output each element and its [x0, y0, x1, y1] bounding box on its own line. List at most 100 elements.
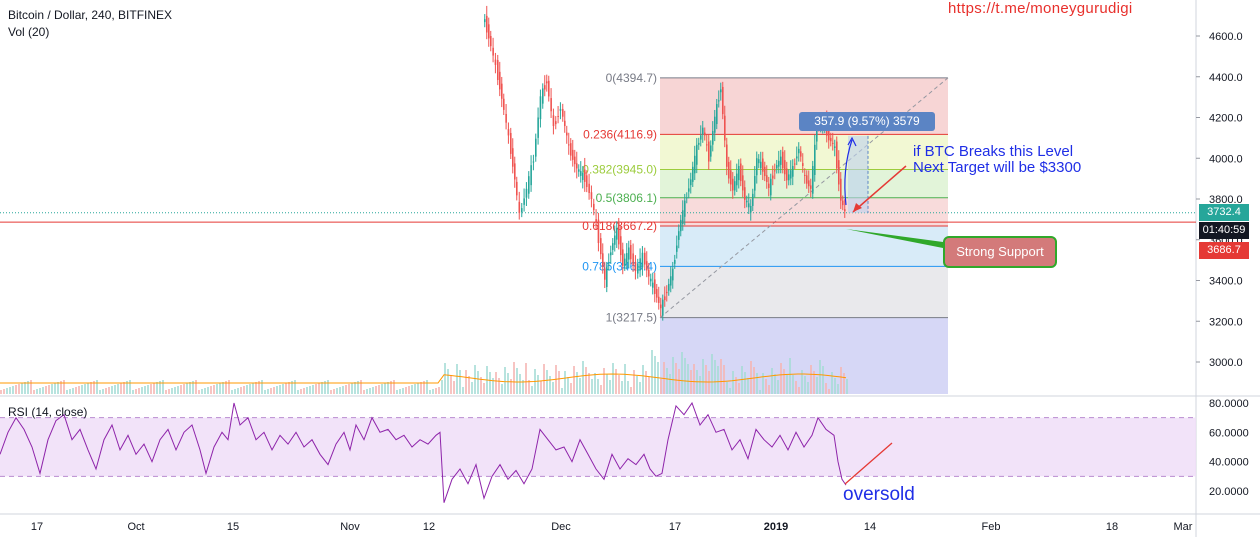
candle-body — [588, 183, 590, 194]
candle-body — [606, 267, 608, 288]
volume-label: Vol (20) — [8, 25, 50, 39]
volume-bar — [291, 381, 293, 394]
volume-bar — [264, 390, 266, 394]
candle-body — [494, 59, 497, 65]
volume-bar — [621, 381, 623, 394]
volume-bar — [348, 384, 350, 394]
candle-body — [730, 170, 732, 185]
volume-bar — [417, 383, 419, 394]
candle-body — [712, 131, 714, 145]
candle-body — [720, 89, 722, 93]
volume-bar — [171, 388, 173, 394]
fib-level-label: 0.382(3945.0) — [582, 162, 657, 176]
volume-bar — [309, 386, 311, 394]
support-pointer — [846, 229, 943, 248]
volume-bar — [825, 383, 827, 394]
volume-bar — [615, 369, 617, 394]
volume-bar — [18, 384, 20, 394]
volume-bar — [21, 383, 23, 394]
volume-bar — [15, 385, 17, 394]
candle-body — [700, 135, 702, 140]
candle-body — [792, 165, 794, 177]
volume-bar — [459, 370, 461, 394]
volume-bar — [300, 389, 302, 394]
volume-bar — [819, 360, 821, 394]
volume-bar — [786, 375, 788, 394]
candle-body — [708, 141, 710, 162]
candle-body — [662, 299, 664, 316]
candle-body — [486, 15, 488, 33]
volume-ma-line — [0, 373, 847, 384]
volume-bar — [795, 381, 797, 394]
volume-bar — [663, 362, 665, 394]
candle-body — [816, 130, 818, 142]
volume-bar — [330, 390, 332, 394]
oversold-text: oversold — [843, 484, 915, 505]
rsi-tick-label: 20.0000 — [1209, 486, 1249, 498]
volume-bar — [723, 365, 725, 394]
volume-bar — [240, 387, 242, 394]
volume-bar — [99, 390, 101, 394]
volume-bar — [552, 382, 554, 394]
volume-bar — [114, 385, 116, 394]
volume-bar — [33, 390, 35, 394]
volume-bar — [150, 384, 152, 394]
candle-body — [539, 96, 542, 120]
candle-body — [514, 163, 516, 180]
candle-body — [762, 158, 764, 172]
volume-bar — [144, 386, 146, 394]
candle-body — [530, 165, 532, 186]
candle-body — [557, 116, 559, 118]
volume-bar — [789, 358, 791, 394]
candle-body — [618, 223, 620, 245]
volume-bar — [336, 388, 338, 394]
candle-body — [490, 36, 492, 47]
time-tick-label: 12 — [423, 521, 435, 533]
candle-body — [752, 193, 754, 206]
volume-bar — [204, 388, 206, 394]
volume-bar — [192, 381, 194, 394]
candle-body — [804, 174, 806, 176]
volume-bar — [648, 377, 650, 394]
candle-body — [840, 178, 842, 201]
volume-bar — [132, 390, 134, 394]
volume-bar — [627, 381, 629, 394]
candle-body — [684, 200, 686, 217]
candle-body — [776, 165, 778, 169]
volume-bar — [645, 371, 647, 394]
volume-bar — [699, 376, 701, 394]
telegram-link[interactable]: https://t.me/moneygurudigi — [948, 0, 1133, 17]
rsi-tick-label: 40.0000 — [1209, 457, 1249, 469]
support-price-tag: 3686.7 — [1199, 242, 1249, 259]
volume-bar — [219, 383, 221, 394]
candle-body — [654, 279, 656, 294]
candle-body — [574, 156, 576, 165]
volume-bar — [321, 382, 323, 394]
volume-bar — [762, 373, 764, 394]
rsi-tick-label: 80.0000 — [1209, 398, 1249, 410]
volume-bar — [378, 385, 380, 394]
volume-bar — [246, 385, 248, 394]
volume-bar — [423, 381, 425, 394]
symbol-title: Bitcoin / Dollar, 240, BITFINEX — [8, 8, 173, 22]
volume-bar — [324, 381, 326, 394]
current-price-tag: 3732.4 — [1199, 204, 1249, 221]
rsi-band — [0, 417, 1196, 477]
candle-body — [842, 200, 844, 206]
volume-bar — [168, 389, 170, 394]
volume-bar — [753, 367, 755, 394]
candle-body — [632, 253, 634, 266]
volume-bar — [84, 384, 86, 394]
volume-bar — [519, 374, 521, 394]
candle-body — [838, 160, 840, 185]
candle-body — [702, 127, 704, 135]
candle-body — [576, 163, 578, 169]
candle-body — [612, 243, 614, 250]
volume-bar — [201, 389, 203, 394]
volume-bar — [636, 376, 638, 394]
volume-bar — [294, 380, 296, 394]
volume-bar — [141, 387, 143, 394]
candle-body — [572, 149, 574, 160]
volume-bar — [507, 373, 509, 394]
